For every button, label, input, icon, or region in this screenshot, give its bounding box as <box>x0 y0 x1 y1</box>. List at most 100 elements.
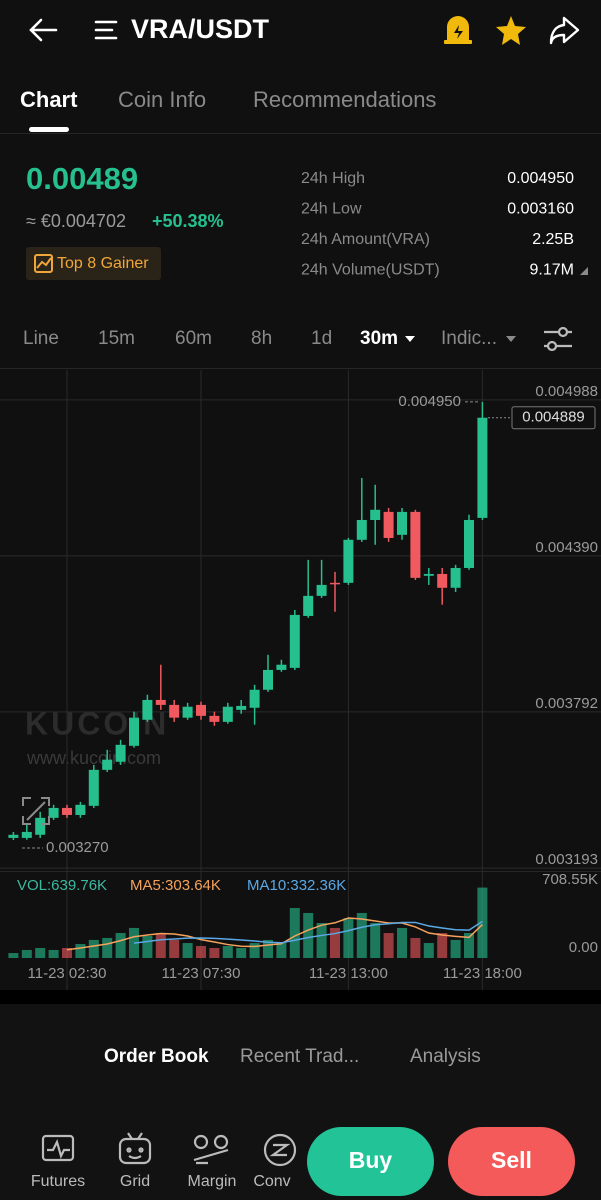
last-price: 0.00489 <box>26 161 138 196</box>
candle-body <box>276 664 287 670</box>
stat-label: 24h Low <box>301 201 362 218</box>
pair-title: VRA/USDT <box>131 14 270 44</box>
high-label: 0.004950 <box>398 393 461 410</box>
interval[interactable]: 1d <box>311 328 332 349</box>
sell-label[interactable]: Sell <box>491 1147 532 1173</box>
volume-bar <box>222 946 233 958</box>
stats: 24h High 0.004950 24h Low 0.003160 24h Amoun… <box>301 170 574 279</box>
alert-icon[interactable] <box>444 16 472 44</box>
candle-body <box>155 699 166 705</box>
candle-body <box>8 834 19 838</box>
x-tick-label: 11-23 18:00 <box>443 965 522 982</box>
candle-body <box>75 804 86 815</box>
tab-underline <box>29 127 69 132</box>
volume-bar <box>115 933 126 958</box>
interval[interactable]: 8h <box>251 328 272 349</box>
volume-bar <box>155 933 166 958</box>
volume-bar <box>330 927 340 958</box>
y-tick-label: 0.00 <box>569 939 598 956</box>
candle-body <box>35 817 46 835</box>
volume-bar <box>276 942 287 958</box>
dropdown-arrow <box>405 336 415 342</box>
volume-bar <box>356 912 367 958</box>
y-tick-label: 0.004390 <box>535 539 598 556</box>
nav-icon[interactable] <box>41 1134 75 1162</box>
candle-body <box>263 669 273 690</box>
chart-settings[interactable] <box>544 326 572 352</box>
volume-bar <box>397 927 407 958</box>
nav-icon[interactable] <box>118 1132 152 1165</box>
interval[interactable]: 60m <box>175 328 212 349</box>
volume-bar <box>423 943 434 958</box>
candle-body <box>115 744 126 762</box>
volume-bar <box>437 933 448 958</box>
volume-bar <box>343 918 354 958</box>
stat-value: 0.004950 <box>507 170 574 187</box>
back-button[interactable] <box>29 18 58 42</box>
volume-bar <box>21 949 32 958</box>
x-tick-label: 11-23 02:30 <box>28 965 107 982</box>
candle-body <box>196 704 206 716</box>
ma-line <box>133 920 483 944</box>
candle-body <box>423 573 434 576</box>
nav-label: Grid <box>120 1173 150 1190</box>
volume-bar <box>62 947 72 958</box>
badge-text: Top 8 Gainer <box>57 255 149 272</box>
dropdown-arrow <box>580 267 588 275</box>
badge[interactable] <box>26 247 161 280</box>
nav-icon[interactable] <box>263 1133 297 1167</box>
candle-body <box>102 759 113 770</box>
low-label: 0.003270 <box>46 839 109 856</box>
tab[interactable]: Coin Info <box>118 87 206 112</box>
nav-icon[interactable] <box>193 1134 229 1165</box>
divider <box>0 133 601 134</box>
candle-body <box>450 567 461 588</box>
interval[interactable]: 15m <box>98 328 135 349</box>
volume-bar <box>477 887 488 958</box>
candle-body <box>303 595 314 616</box>
volume-bar <box>209 947 220 958</box>
buy-label[interactable]: Buy <box>349 1147 393 1173</box>
price-change: +50.38% <box>152 211 224 231</box>
y-tick-label: 0.003193 <box>535 851 598 868</box>
interval[interactable]: 30m <box>360 328 398 349</box>
candle-body <box>222 706 233 722</box>
interval[interactable]: Indic... <box>441 328 497 349</box>
menu-icon[interactable] <box>94 20 118 40</box>
stat-value: 2.25B <box>532 231 574 248</box>
candle-body <box>88 769 99 806</box>
volume-bar <box>182 943 193 958</box>
volume-bar <box>303 912 314 958</box>
candle-body <box>383 511 394 538</box>
volume-bar <box>169 939 180 958</box>
candle-body <box>62 807 72 815</box>
candle-body <box>169 704 180 718</box>
candle-body <box>236 705 247 710</box>
expand-icon[interactable] <box>22 797 50 825</box>
interval[interactable]: Line <box>23 328 59 349</box>
volume-bar <box>142 935 153 958</box>
buy-button[interactable] <box>307 1127 434 1196</box>
stat-label: 24h Volume(USDT) <box>301 262 440 279</box>
candle-body <box>129 717 139 746</box>
volume-bar <box>289 908 300 958</box>
y-tick-label: 708.55K <box>542 871 598 888</box>
legend-entry: MA5:303.64K <box>130 877 221 894</box>
tab[interactable]: Recommendations <box>253 87 436 112</box>
bottom-tab-active[interactable]: Order Book <box>104 1046 209 1067</box>
volume-bar <box>88 939 99 958</box>
volume-bar <box>370 922 381 958</box>
volume-bar <box>8 953 19 958</box>
tab-active[interactable]: Chart <box>20 87 78 112</box>
favorite-icon[interactable] <box>496 16 526 45</box>
volume-bar <box>236 947 247 958</box>
candle-body <box>21 831 32 838</box>
last-price-label: 0.004889 <box>522 409 585 426</box>
candle-body <box>316 584 327 596</box>
sell-button[interactable] <box>448 1127 575 1196</box>
bottom-tab[interactable]: Recent Trad... <box>240 1046 359 1067</box>
interval-bar: Line 15m 60m 8h 1d 30m Indic... <box>23 328 497 349</box>
bottom-tab[interactable]: Analysis <box>410 1046 481 1067</box>
share-icon[interactable] <box>549 16 580 45</box>
volume-bar <box>410 937 421 958</box>
